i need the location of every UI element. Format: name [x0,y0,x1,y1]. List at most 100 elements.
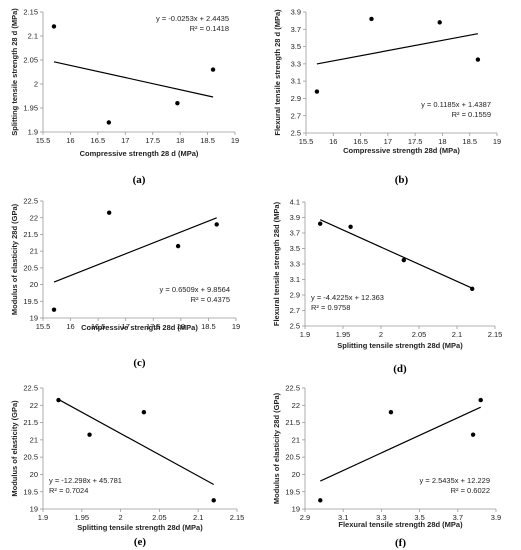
y-tick-label: 19.5 [23,487,38,496]
data-point [51,307,57,312]
x-tick-label: 16.5 [91,136,106,145]
x-axis-title: Flexural tensile strength 28d (MPa) [338,520,463,529]
y-axis-title: Modulus of elasticity 28d (GPa) [10,203,19,315]
regression-equation: y = 0.1185x + 1.4387 [421,100,491,109]
x-tick-label: 2.05 [412,330,427,339]
regression-equation: y = -12.298x + 45.781 [49,476,122,485]
data-point [106,210,112,215]
x-tick-label: 16.5 [353,137,368,146]
data-point [175,243,181,249]
y-axis-title: Flexural tensile strength 28 d (MPa) [273,9,282,136]
x-tick-label: 16 [66,136,74,145]
data-point [470,286,475,291]
y-tick-label: 1.95 [23,104,38,113]
r-squared-label: R² = 0.7024 [49,486,88,495]
panel-label: (a) [133,174,146,186]
y-tick-label: 2 [34,80,38,89]
y-tick-label: 1.9 [28,128,38,137]
panel-label: (e) [134,536,147,548]
data-point [318,498,323,503]
data-point [175,101,180,106]
y-tick-label: 20 [30,470,38,479]
chart-panel-e: 1.9 1.95 2 2.05 2.1 2.15 19 19.5 20 20.5 21 21.5 22 2… [10,384,244,548]
x-tick-label: 3.1 [338,513,348,522]
y-tick-label: 21 [30,247,38,256]
x-tick-label: 19 [232,322,240,331]
data-point [106,120,112,125]
y-tick-label: 2.9 [291,94,301,103]
x-tick-label: 3.5 [414,513,424,522]
y-tick-label: 3.1 [291,77,301,86]
x-tick-label: 1.9 [38,513,48,522]
data-point [210,67,216,72]
y-axis-title: Modulus of elasticity (GPa) [10,400,19,497]
x-axis-title: Compressive strength 28 d (MPa) [80,149,199,158]
data-point [478,397,483,403]
trendline [320,406,481,482]
x-axis-title: Splitting tensile strength 28d (MPa) [337,341,463,350]
data-point [56,397,61,403]
chart-panel-c: 15.5 16 16.5 17 17.5 18 18.5 19 19 19.5 20 20.5 21 21… [10,197,240,369]
x-tick-label: 17 [122,322,130,331]
y-tick-label: 2.7 [290,306,300,315]
y-tick-label: 2.5 [290,322,300,331]
x-tick-label: 18 [438,137,446,146]
y-tick-label: 3.3 [290,260,300,269]
panel-label: (c) [133,357,146,369]
panel-label: (f) [395,537,406,549]
x-tick-label: 18 [176,136,184,145]
x-tick-label: 1.95 [74,513,89,522]
y-tick-label: 20 [30,280,38,289]
trendline [316,33,479,65]
y-tick-label: 3.7 [291,25,301,34]
x-axis-title: Splitting tensile strength 28d (MPa) [77,523,203,532]
y-tick-label: 19.5 [285,487,300,496]
y-tick-label: 3.5 [291,42,301,51]
y-tick-label: 2.05 [23,56,38,65]
regression-equation: y = -4.4225x + 12.363 [311,293,384,302]
x-tick-label: 1.9 [300,330,310,339]
y-tick-label: 3.5 [290,244,300,253]
x-tick-label: 17 [121,136,129,145]
x-tick-label: 16 [329,137,337,146]
x-tick-label: 18.5 [201,322,216,331]
y-tick-label: 22.5 [23,384,38,393]
data-point [314,89,320,94]
data-point [369,16,374,22]
chart-panel-a: 15.5 16 16.5 17 17.5 18 18.5 19 1.9 1.95 2 2.05 2.1 2… [10,8,239,186]
x-tick-label: 3.3 [376,513,386,522]
y-tick-label: 3.3 [291,59,301,68]
y-axis-title: Flexural tensile strength 28d (MPa) [272,201,281,326]
data-point [388,410,394,415]
y-tick-label: 19 [292,505,300,514]
y-tick-label: 21.5 [23,230,38,239]
x-tick-label: 3.7 [453,513,463,522]
y-tick-label: 20.5 [285,453,300,462]
r-squared-label: R² = 0.9758 [311,303,350,312]
chart-panel-b: 15.5 16 16.5 17 17.5 18 18.5 19 2.5 2.7 2.9 3.1 3.3 3… [273,8,501,186]
y-tick-label: 22.5 [23,197,38,206]
y-tick-label: 3.9 [291,8,301,17]
y-tick-label: 20 [292,470,300,479]
y-axis-title: Modulus of elasticity 28d (GPa) [272,392,281,504]
y-tick-label: 3.7 [290,229,300,238]
r-squared-label: R² = 0.4375 [191,295,230,304]
x-tick-label: 15.5 [36,136,51,145]
y-tick-label: 2.9 [290,291,300,300]
x-tick-label: 18 [177,322,185,331]
data-point [318,221,323,226]
chart-panel-d: 1.9 1.95 2 2.05 2.1 2.15 2.5 2.7 2.9 3.1 3.3 3.5 3.7… [272,198,502,375]
panel-label: (d) [393,363,407,375]
data-point [470,432,476,437]
data-point [141,410,147,415]
x-tick-label: 2.15 [230,513,245,522]
y-tick-label: 19 [30,505,38,514]
x-tick-label: 18.5 [462,137,477,146]
data-point [348,224,353,229]
x-tick-label: 17.5 [146,322,161,331]
y-tick-label: 22 [30,213,38,222]
y-tick-label: 20.5 [23,453,38,462]
x-tick-label: 2 [119,513,123,522]
x-tick-label: 1.95 [336,330,351,339]
y-tick-label: 21.5 [285,418,300,427]
